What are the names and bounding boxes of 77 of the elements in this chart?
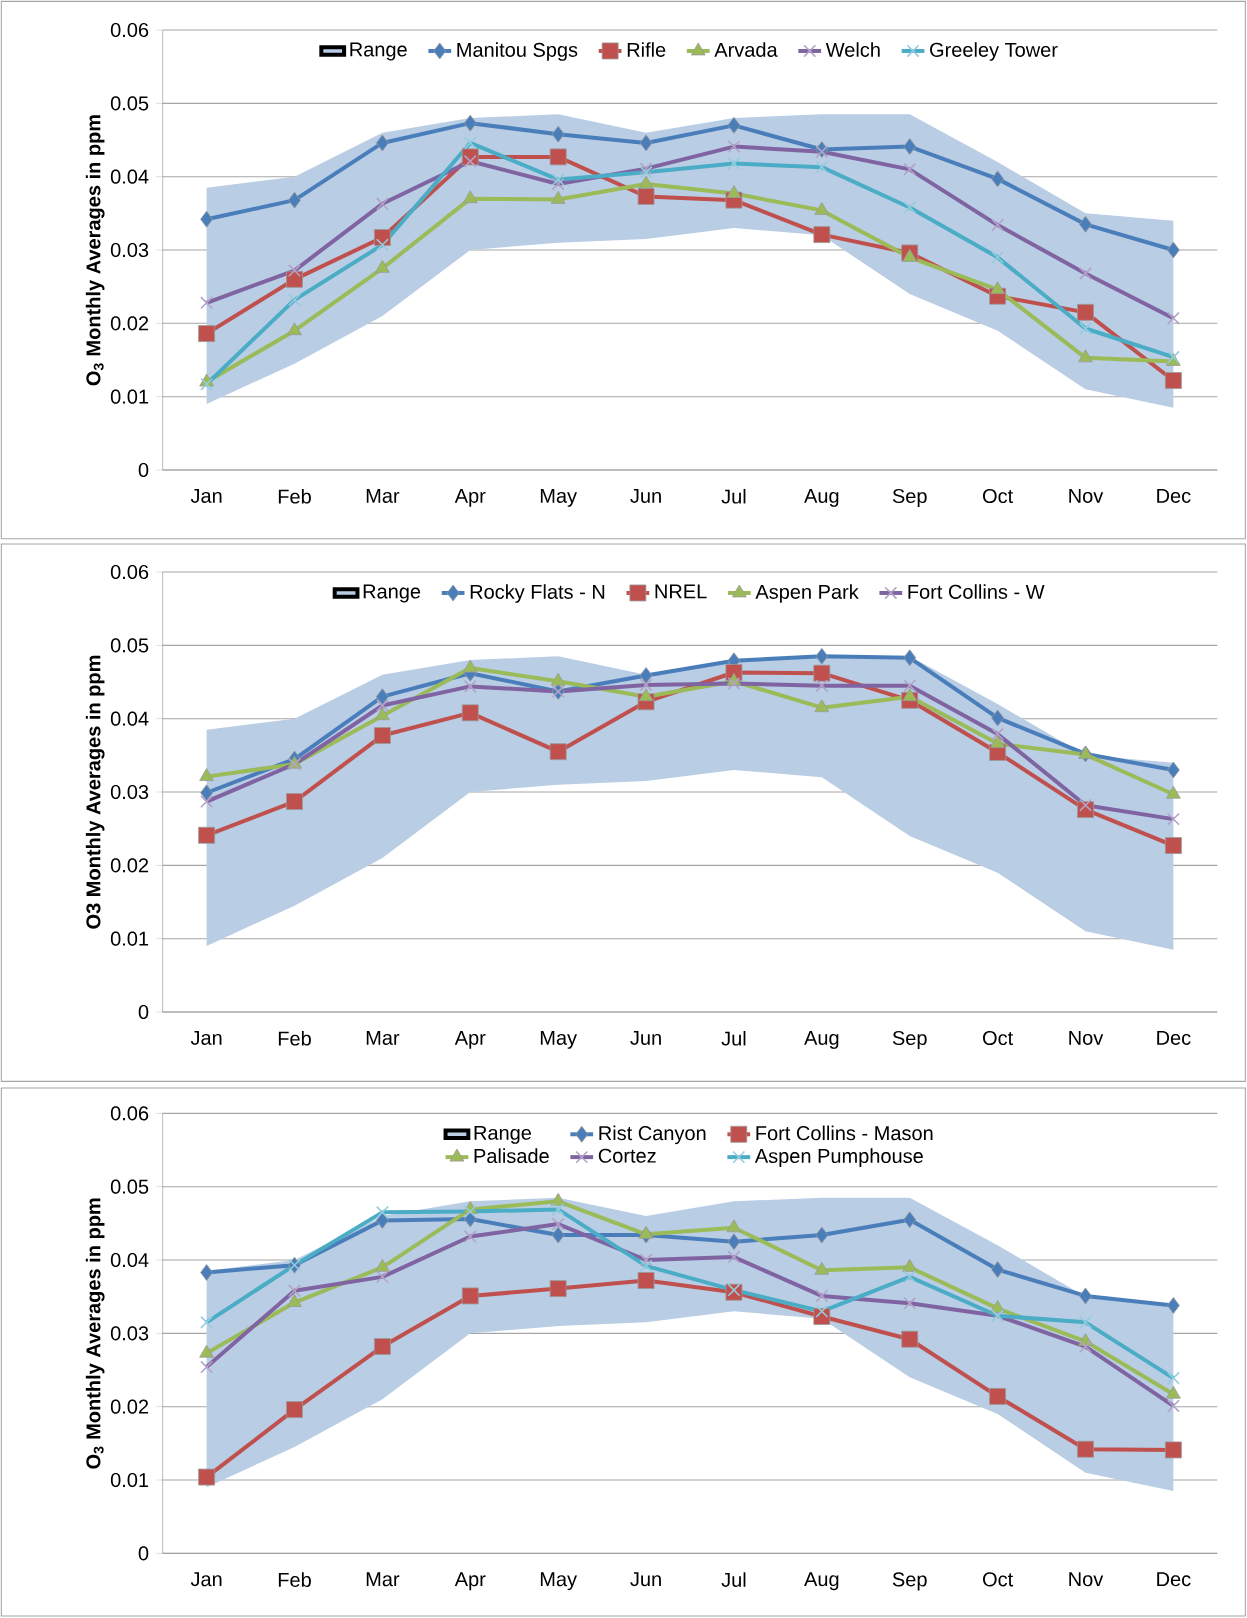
legend-label: Arvada (714, 42, 778, 57)
x-tick-label: May (541, 1030, 578, 1049)
y-axis-title: O$_{3}$ Monthly Averages in ppm (85, 1198, 105, 1469)
x-tick-label: Aug (804, 488, 839, 507)
x-tick-label: Jul (721, 1572, 746, 1587)
legend-label: Fort Collins - W (908, 584, 1045, 599)
y-tick-label: 0.05 (111, 638, 149, 653)
y-tick-label: 0.03 (111, 1326, 149, 1341)
legend-label: Range (350, 42, 407, 61)
legend-label: Aspen Park (755, 584, 859, 603)
x-tick-label: Aug (804, 1572, 839, 1591)
x-tick-label: Jan (190, 1572, 222, 1587)
x-tick-label: Jun (630, 1030, 662, 1045)
x-tick-label: Mar (366, 1572, 400, 1587)
legend-label: Rocky Flats - N (470, 584, 605, 603)
x-tick-label: Jul (721, 488, 746, 504)
x-tick-label: May (541, 1572, 578, 1591)
legend-label: Rist Canyon (599, 1125, 706, 1145)
x-tick-label: Dec (1157, 1572, 1191, 1587)
x-tick-label: Jun (630, 488, 662, 503)
y-tick-label: 0.01 (111, 389, 149, 404)
legend-label: Cortez (599, 1148, 656, 1163)
legend-label: Aspen Pumphouse (755, 1148, 924, 1168)
y-axis-title: O3 Monthly Averages in ppm (85, 655, 105, 929)
legend-label: Greeley Tower (930, 42, 1058, 61)
x-tick-label: Oct (983, 1572, 1014, 1587)
x-tick-label: Jul (721, 1030, 746, 1046)
x-tick-label: Sep (893, 1030, 927, 1050)
legend-label: NREL (655, 584, 707, 599)
y-tick-label: 0 (138, 1004, 149, 1020)
x-tick-label: Oct (983, 488, 1014, 504)
x-tick-label: Apr (454, 1030, 486, 1049)
legend-label: Range (363, 584, 421, 603)
x-tick-label: Jun (630, 1572, 662, 1587)
x-tick-label: May (541, 488, 578, 507)
y-tick-label: 0 (138, 462, 149, 478)
x-tick-label: Nov (1069, 1030, 1104, 1045)
y-tick-label: 0.03 (111, 784, 149, 800)
x-tick-label: Jan (190, 1030, 222, 1045)
y-tick-label: 0.01 (111, 931, 149, 946)
y-tick-label: 0 (138, 1546, 149, 1561)
x-tick-label: Nov (1069, 1572, 1104, 1587)
y-tick-label: 0.06 (111, 564, 149, 580)
x-tick-label: Apr (454, 488, 486, 507)
x-tick-label: Nov (1069, 488, 1104, 503)
legend-label: Rifle (627, 42, 666, 57)
y-tick-label: 0.04 (111, 711, 149, 726)
y-axis-title: O$_{3}$ Monthly Averages in ppm (85, 115, 105, 386)
x-tick-label: Mar (366, 488, 400, 503)
x-tick-label: Sep (893, 488, 927, 508)
x-tick-label: Feb (279, 1030, 312, 1046)
legend-label: Range (474, 1125, 532, 1144)
legend-label: Manitou Spgs (457, 42, 578, 61)
x-tick-label: Jan (190, 488, 222, 503)
x-tick-label: Apr (454, 1572, 486, 1591)
legend-label: Fort Collins - Mason (756, 1125, 933, 1141)
x-tick-label: Feb (279, 488, 312, 504)
y-tick-label: 0.03 (111, 242, 149, 258)
y-tick-label: 0.06 (111, 22, 149, 38)
legend-label: Welch (826, 42, 880, 57)
y-tick-label: 0.04 (111, 169, 149, 184)
x-tick-label: Aug (804, 1030, 839, 1049)
y-tick-label: 0.05 (111, 1179, 149, 1194)
y-tick-label: 0.02 (111, 316, 149, 331)
y-tick-label: 0.02 (111, 1399, 149, 1414)
y-tick-label: 0.02 (111, 858, 149, 873)
x-tick-label: Dec (1157, 488, 1191, 503)
y-tick-label: 0.04 (111, 1252, 149, 1268)
legend-label: Palisade (474, 1148, 549, 1164)
y-tick-label: 0.05 (111, 96, 149, 111)
y-tick-label: 0.01 (111, 1472, 149, 1488)
x-tick-label: Oct (983, 1030, 1014, 1046)
x-tick-label: Feb (279, 1572, 312, 1587)
x-tick-label: Mar (366, 1030, 400, 1045)
x-tick-label: Dec (1157, 1030, 1191, 1045)
x-tick-label: Sep (893, 1572, 927, 1591)
y-tick-label: 0.06 (111, 1106, 149, 1121)
